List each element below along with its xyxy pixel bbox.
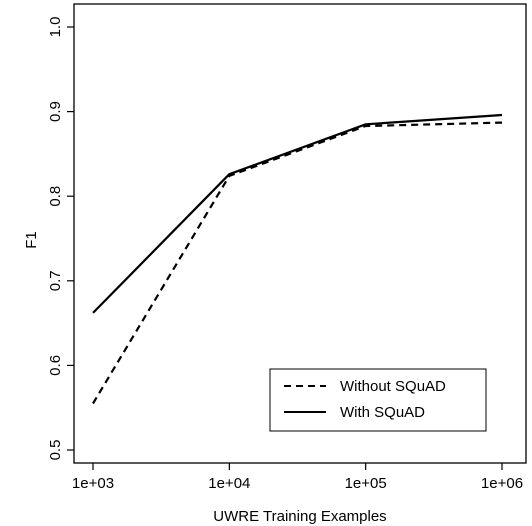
legend: Without SQuAD With SQuAD: [269, 368, 487, 432]
x-axis: 1e+03 1e+04 1e+05 1e+06: [72, 463, 523, 492]
x-tick-label: 1e+06: [481, 475, 523, 492]
y-tick-label: 1.0: [47, 17, 64, 38]
x-axis-title: UWRE Training Examples: [213, 508, 386, 525]
legend-label-with-squad: With SQuAD: [340, 404, 425, 421]
y-tick-label: 0.9: [47, 101, 64, 122]
y-tick-label: 0.6: [47, 355, 64, 376]
y-tick-label: 0.5: [47, 440, 64, 461]
series-line-without-squad: [92, 121, 503, 405]
legend-box: [269, 368, 487, 432]
y-axis-title: F1: [23, 231, 40, 249]
series-layer: [92, 113, 503, 405]
plot-frame: [73, 3, 527, 464]
y-tick-label: 0.7: [47, 270, 64, 291]
x-tick-label: 1e+03: [72, 475, 114, 492]
y-tick-label: 0.8: [47, 186, 64, 207]
legend-label-without-squad: Without SQuAD: [340, 378, 446, 395]
series-line-with-squad: [92, 113, 503, 314]
x-tick-label: 1e+05: [345, 475, 387, 492]
y-axis: 0.5 0.6 0.7 0.8 0.9 1.0: [47, 17, 74, 461]
x-tick-label: 1e+04: [208, 475, 250, 492]
